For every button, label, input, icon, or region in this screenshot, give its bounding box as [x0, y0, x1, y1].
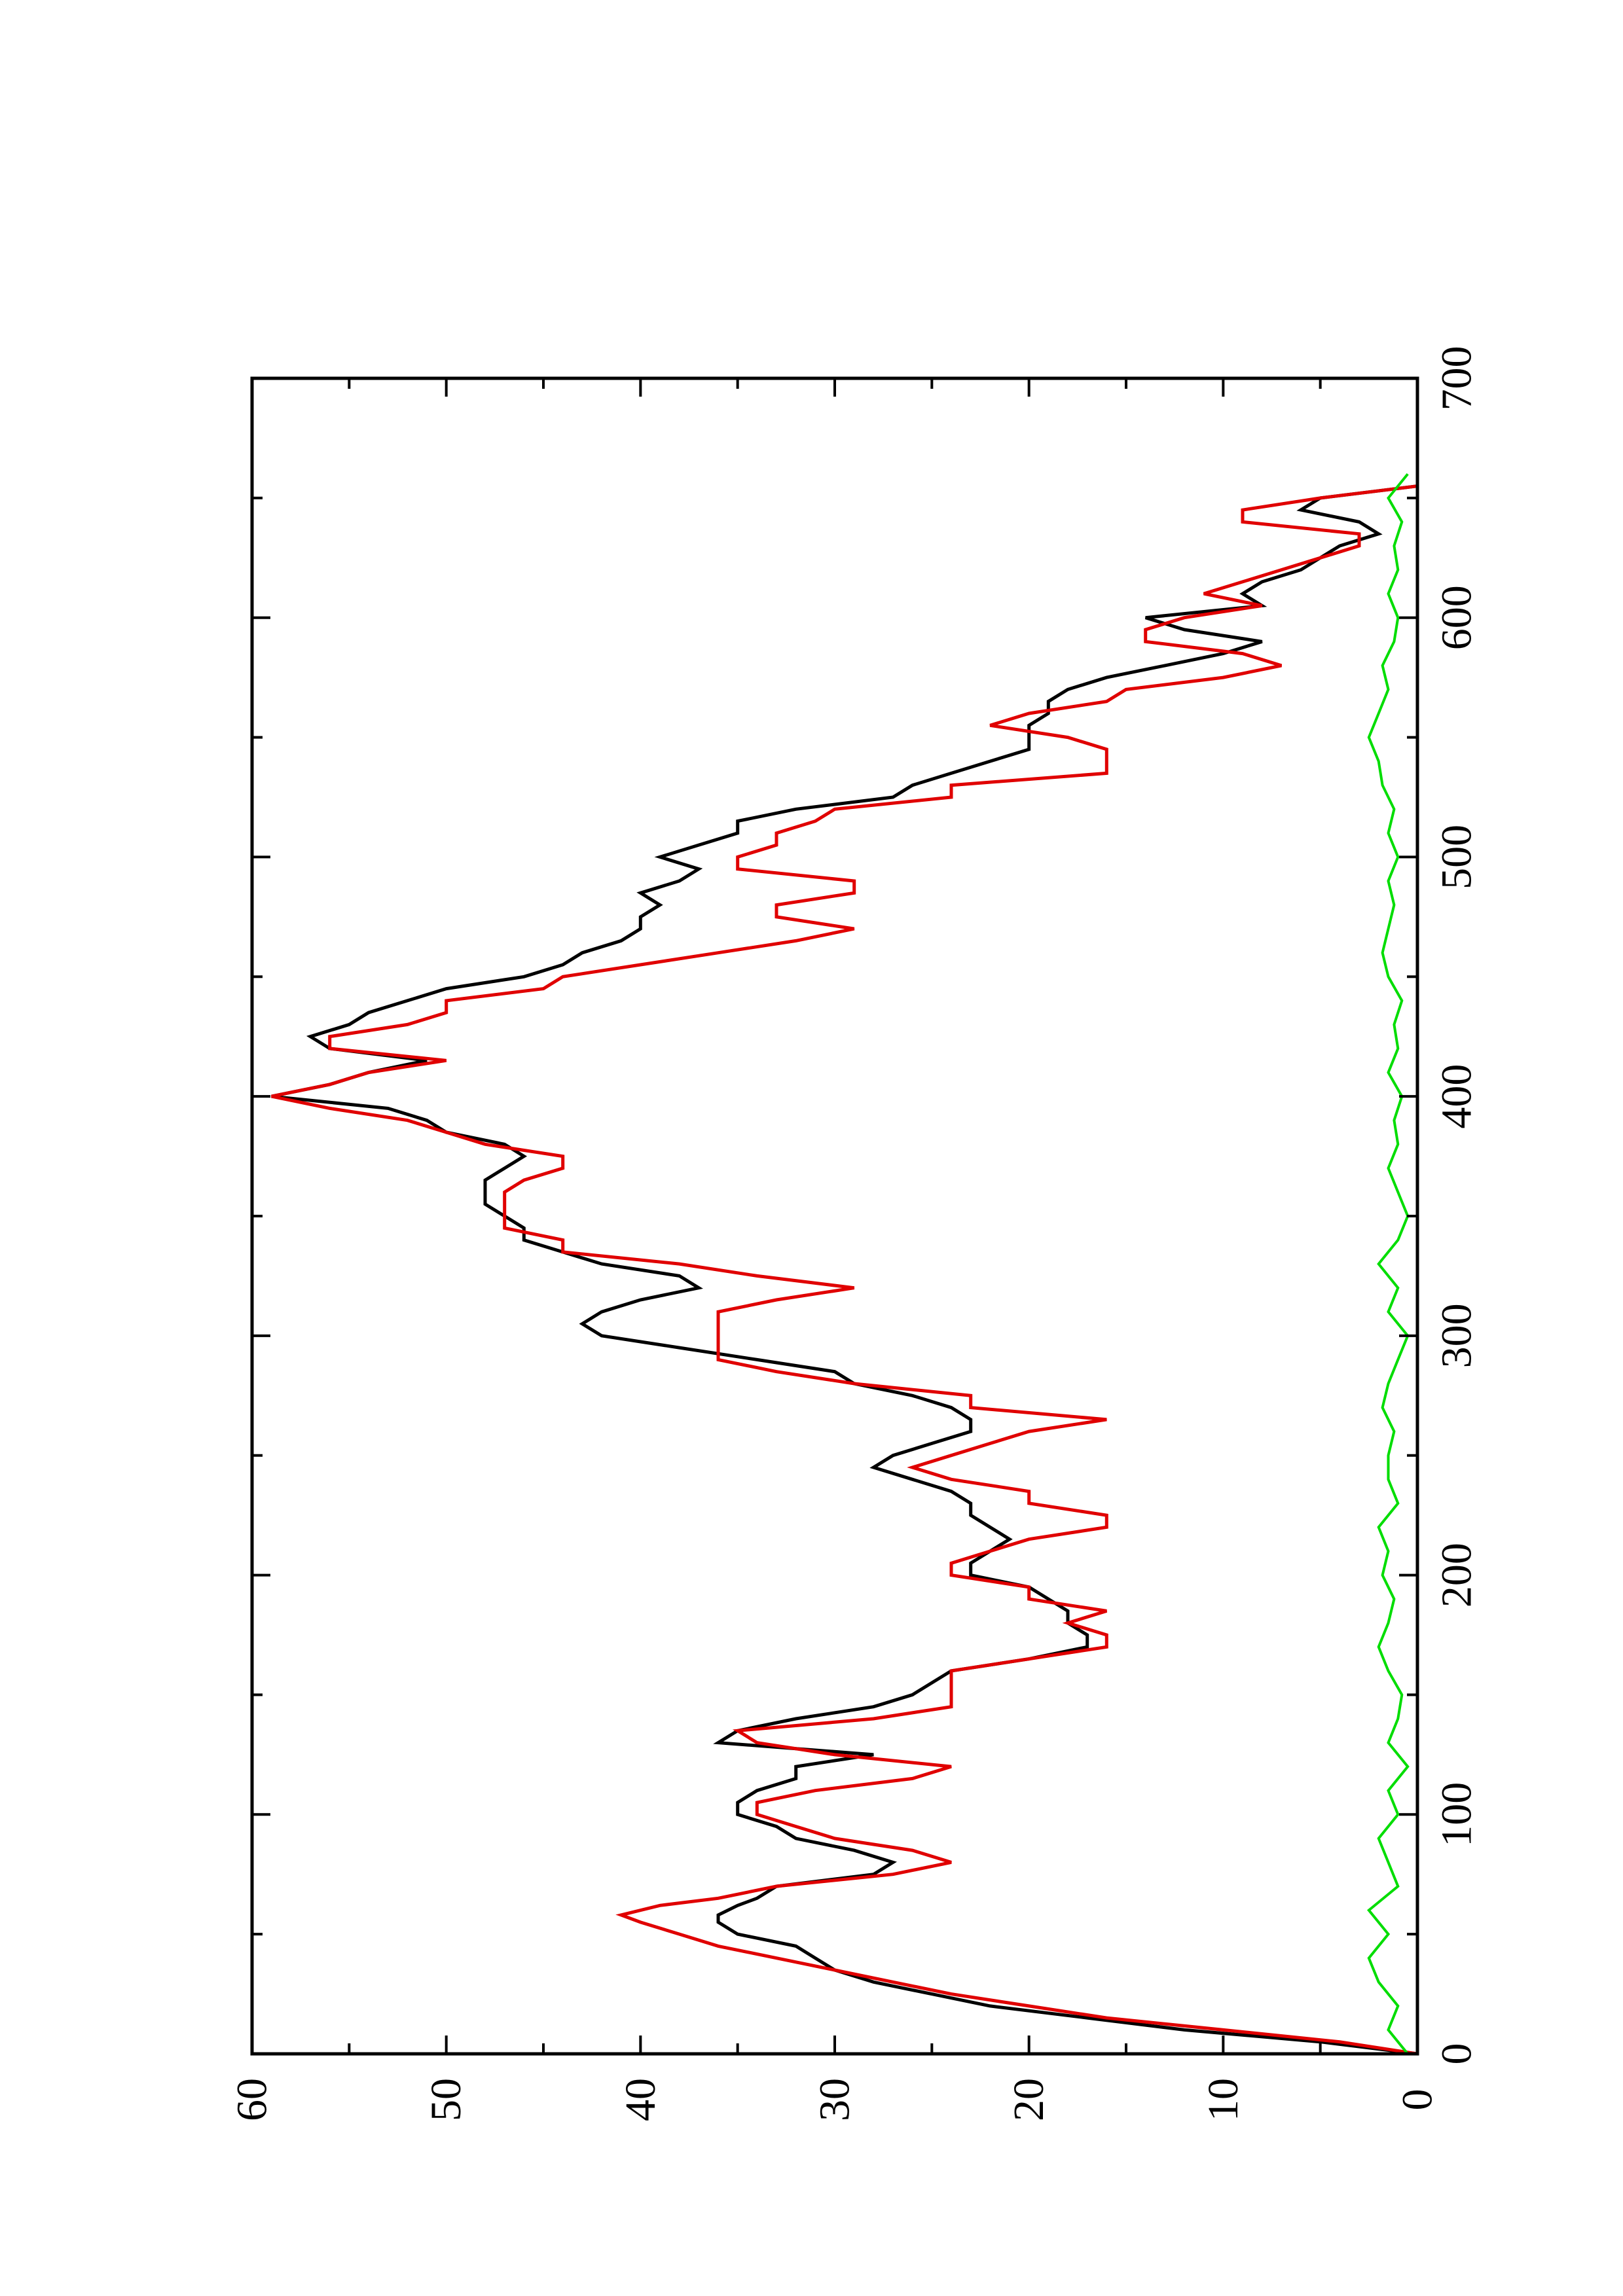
x-tick-label: 0	[1433, 2043, 1481, 2065]
y-tick-label: 20	[1005, 2078, 1053, 2121]
series-line-2	[271, 484, 1418, 2056]
x-tick-label: 400	[1433, 1064, 1481, 1129]
x-tick-label: 300	[1433, 1303, 1481, 1368]
y-tick-label: 30	[811, 2078, 859, 2121]
x-tick-label: 500	[1433, 825, 1481, 889]
x-tick-label: 700	[1433, 346, 1481, 411]
series-line-1	[271, 484, 1418, 2056]
y-tick-label: 10	[1199, 2078, 1247, 2121]
tick-layer	[251, 377, 1419, 2055]
y-tick-label: 0	[1394, 2089, 1442, 2111]
series-line-3	[1366, 473, 1410, 2055]
label-layer: 0 100 200 300 400 500 600 700 0 10 20 30 40 50 60	[228, 346, 1481, 2122]
y-tick-label: 50	[422, 2078, 470, 2121]
series-layer	[271, 473, 1418, 2056]
x-tick-label: 100	[1433, 1782, 1481, 1847]
y-tick-label: 60	[228, 2078, 276, 2121]
x-tick-label: 200	[1433, 1543, 1481, 1607]
y-tick-label: 40	[617, 2078, 665, 2121]
x-tick-label: 600	[1433, 585, 1481, 650]
plot-frame	[250, 376, 1419, 2056]
